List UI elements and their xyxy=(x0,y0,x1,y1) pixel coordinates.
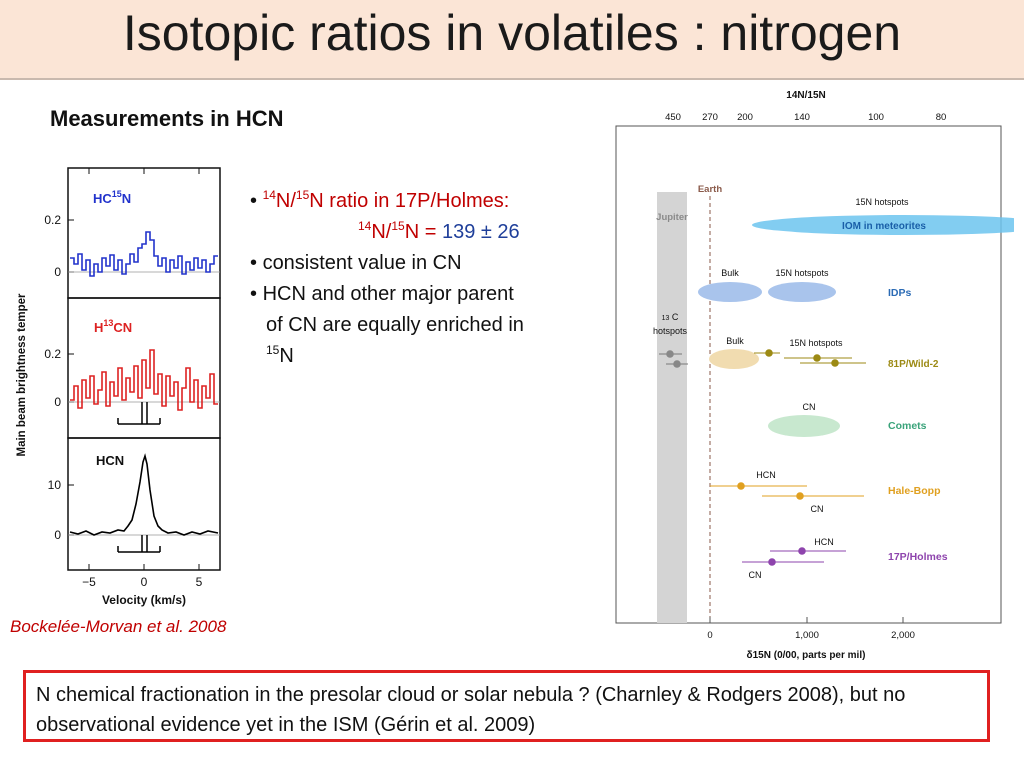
h13cn-ytick-zero: 0 xyxy=(54,395,61,409)
x-tick-0: 0 xyxy=(707,630,712,641)
hcn-spectrum xyxy=(69,453,219,536)
halebopp-hcn-label: HCN xyxy=(756,470,776,480)
bullet-list: • 14N/15N ratio in 17P/Holmes: 14N/15N =… xyxy=(250,186,610,372)
h13cn-label: H13CN xyxy=(94,318,132,335)
hcn-ytick-top: 10 xyxy=(48,478,62,492)
holmes-hcn-point xyxy=(798,547,806,555)
top-axis-label: 14N/15N xyxy=(786,90,825,101)
bullet-ratio-value: 14N/15N = 139 ± 26 xyxy=(358,219,520,243)
comets-cn-label: CN xyxy=(803,402,816,412)
x-tick-2000: 2,000 xyxy=(891,630,915,641)
spectra-xtick-0: 0 xyxy=(141,575,148,589)
wild2-bulk-label: Bulk xyxy=(726,336,744,346)
top-ticks: 450 270 200 140 100 80 xyxy=(665,112,946,123)
x-axis-label: δ15N (0/00, parts per mil) xyxy=(747,650,866,661)
spectrum-panel-hc15n xyxy=(67,167,221,299)
top-tick-80: 80 xyxy=(936,112,947,123)
holmes-cn-label: CN xyxy=(749,570,762,580)
bullet-hcn: • HCN and other major parent xyxy=(250,283,514,305)
comets-ellipse xyxy=(768,415,840,437)
iom-label: IOM in meteorites xyxy=(842,221,926,232)
holmes-cn-point xyxy=(768,558,776,566)
title-bar: Isotopic ratios in volatiles : nitrogen xyxy=(0,0,1024,80)
spectrum-panel-h13cn xyxy=(67,297,221,439)
top-tick-270: 270 xyxy=(702,112,718,123)
idps-hotspots-label: 15N hotspots xyxy=(775,268,829,278)
top-tick-100: 100 xyxy=(868,112,884,123)
top-tick-450: 450 xyxy=(665,112,681,123)
isotope-chart: 14N/15N 450 270 200 140 100 80 Jupiter E… xyxy=(615,90,1014,661)
hc15n-label: HC15N xyxy=(93,189,131,206)
holmes-hcn-label: HCN xyxy=(814,537,834,547)
jupiter-label: Jupiter xyxy=(656,212,688,223)
bullet-hcn-line3: 15N xyxy=(266,343,294,367)
spectra-xlabel: Velocity (km/s) xyxy=(102,593,186,607)
x-tick-1000: 1,000 xyxy=(795,630,819,641)
top-tick-140: 140 xyxy=(794,112,810,123)
idps-bulk-label: Bulk xyxy=(721,268,739,278)
iom-note: 15N hotspots xyxy=(855,197,909,207)
spectra-figure: Main beam brightness temper 0.2 0 0.2 0 … xyxy=(16,167,221,607)
spectra-xtick-5: 5 xyxy=(196,575,203,589)
top-tick-200: 200 xyxy=(737,112,753,123)
hc15n-ytick-top: 0.2 xyxy=(44,213,61,227)
slide-title: Isotopic ratios in volatiles : nitrogen xyxy=(122,5,902,61)
wild2-hotspots-label: 15N hotspots xyxy=(789,338,843,348)
halebopp-cn-label: CN xyxy=(811,504,824,514)
jupiter-band xyxy=(657,192,687,623)
wild2-bulk-ellipse xyxy=(709,349,759,369)
holmes-label: 17P/Holmes xyxy=(888,551,948,563)
earth-label: Earth xyxy=(698,184,722,195)
idps-hotspots-ellipse xyxy=(768,282,836,302)
section-heading: Measurements in HCN xyxy=(50,106,284,131)
halebopp-cn-point xyxy=(796,492,804,500)
c13-hotspot-points xyxy=(659,350,688,368)
halebopp-hcn-point xyxy=(737,482,745,490)
hcn-label: HCN xyxy=(96,453,124,468)
spectra-xtick-minus5: −5 xyxy=(82,575,96,589)
idps-bulk-ellipse xyxy=(698,282,762,302)
citation: Bockelée-Morvan et al. 2008 xyxy=(10,617,227,636)
spectra-ylabel: Main beam brightness temper xyxy=(16,293,28,456)
halebopp-label: Hale-Bopp xyxy=(888,485,941,497)
comets-label: Comets xyxy=(888,420,927,432)
h13cn-ytick-top: 0.2 xyxy=(44,347,61,361)
wild2-points xyxy=(754,349,866,367)
velocity-markers xyxy=(117,402,161,553)
conclusion-box: N chemical fractionation in the presolar… xyxy=(23,670,990,742)
plot-frame xyxy=(615,125,1002,624)
bullet-hcn-line2: of CN are equally enriched in xyxy=(266,314,524,336)
wild2-label: 81P/Wild-2 xyxy=(888,359,939,370)
bullet-ratio: • 14N/15N ratio in 17P/Holmes: xyxy=(250,188,510,212)
hcn-ytick-zero: 0 xyxy=(54,528,61,542)
bottom-ticks xyxy=(709,617,904,623)
hc15n-ytick-zero: 0 xyxy=(54,265,61,279)
h13cn-spectrum xyxy=(70,349,218,411)
iom-ellipse xyxy=(752,215,1014,235)
idps-label: IDPs xyxy=(888,287,912,299)
bullet-cn: • consistent value in CN xyxy=(250,252,462,274)
hc15n-spectrum xyxy=(70,231,218,277)
